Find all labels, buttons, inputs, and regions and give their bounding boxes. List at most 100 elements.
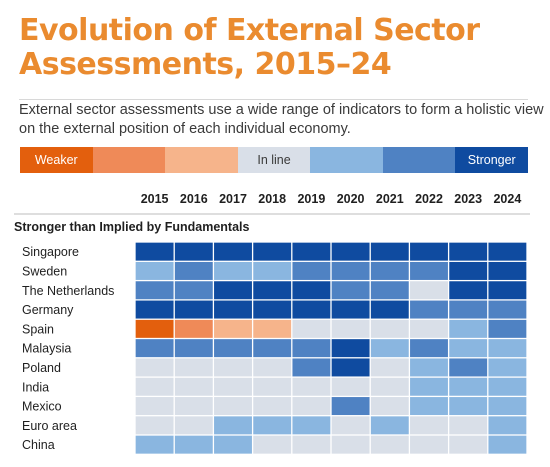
row-label-spain: Spain [22, 322, 54, 336]
heatmap-cell [449, 242, 488, 261]
row-label-sweden: Sweden [22, 264, 67, 278]
year-label-2022: 2022 [415, 192, 443, 206]
heatmap-cell [135, 339, 174, 358]
heatmap-cell [370, 319, 409, 338]
heatmap-cell [292, 377, 331, 396]
heatmap-cell [253, 435, 292, 454]
heatmap-cell [370, 339, 409, 358]
legend-swatch-4 [310, 147, 383, 173]
heatmap-cell [331, 416, 370, 435]
heatmap-cell [135, 435, 174, 454]
heatmap-cell [331, 242, 370, 261]
heatmap-cell [410, 261, 448, 280]
heatmap-cell [410, 358, 448, 377]
row-label-euro-area: Euro area [22, 419, 77, 433]
heatmap-cell [449, 377, 488, 396]
heatmap-cell [370, 242, 409, 261]
legend-swatch-0: Weaker [20, 147, 93, 173]
heatmap-cell [488, 261, 527, 280]
heatmap-cell [488, 435, 527, 454]
heatmap-cell [292, 435, 331, 454]
heatmap-cell [253, 319, 292, 338]
heatmap-cell [331, 319, 370, 338]
heatmap-cell [135, 319, 174, 338]
heatmap-cell [174, 358, 213, 377]
row-label-the-netherlands: The Netherlands [22, 284, 114, 298]
heatmap-cell [174, 242, 213, 261]
legend-swatch-5 [382, 147, 456, 173]
heatmap-cell [410, 319, 448, 338]
heatmap-cell [174, 261, 213, 280]
heatmap-cell [488, 397, 527, 416]
heatmap-cell [253, 300, 292, 319]
heatmap-cell [488, 358, 527, 377]
heatmap-cell [135, 242, 174, 261]
year-label-2016: 2016 [180, 192, 208, 206]
heatmap-cell [174, 300, 213, 319]
heatmap-cell [331, 300, 370, 319]
row-label-singapore: Singapore [22, 245, 79, 259]
year-label-2023: 2023 [454, 192, 482, 206]
heatmap-cell [331, 377, 370, 396]
heatmap-cell [449, 397, 488, 416]
heatmap-cell [488, 377, 527, 396]
heatmap-cell [488, 339, 527, 358]
year-label-2019: 2019 [297, 192, 325, 206]
heatmap-cell [174, 377, 213, 396]
heatmap-cell [449, 435, 488, 454]
heatmap-cell [449, 319, 488, 338]
heatmap-cell [370, 261, 409, 280]
heatmap-cell [370, 416, 409, 435]
heatmap-cell [135, 358, 174, 377]
heatmap-cell [488, 319, 527, 338]
heatmap-cell [214, 416, 252, 435]
title-divider [19, 99, 528, 100]
heatmap-cell [331, 339, 370, 358]
legend-swatch-6: Stronger [455, 147, 529, 173]
row-label-china: China [22, 438, 55, 452]
heatmap-cell [410, 242, 448, 261]
heatmap-cell [253, 242, 292, 261]
heatmap-cell [292, 300, 331, 319]
heatmap-cell [253, 358, 292, 377]
heatmap-cell [449, 261, 488, 280]
heatmap-cell [410, 339, 448, 358]
heatmap-cell [449, 416, 488, 435]
heatmap-cell [331, 358, 370, 377]
heatmap-cell [214, 339, 252, 358]
heatmap-cell [488, 242, 527, 261]
heatmap-cell [174, 281, 213, 300]
year-label-2021: 2021 [376, 192, 404, 206]
heatmap-cell [292, 358, 331, 377]
heatmap-cell [488, 281, 527, 300]
heatmap-cell [292, 242, 331, 261]
heatmap-cell [488, 416, 527, 435]
heatmap-cell [292, 397, 331, 416]
year-label-2018: 2018 [258, 192, 286, 206]
heatmap-cell [214, 377, 252, 396]
heatmap-cell [331, 281, 370, 300]
heatmap-cell [488, 300, 527, 319]
heatmap-cell [135, 300, 174, 319]
heatmap-cell [410, 416, 448, 435]
chart-title: Evolution of External Sector Assessments… [19, 13, 480, 82]
heatmap-cell [214, 435, 252, 454]
heatmap-cell [370, 281, 409, 300]
heatmap-cell [253, 261, 292, 280]
heatmap-cell [174, 339, 213, 358]
heatmap-cell [214, 397, 252, 416]
year-label-2017: 2017 [219, 192, 247, 206]
section-label: Stronger than Implied by Fundamentals [14, 220, 249, 234]
heatmap-cell [449, 358, 488, 377]
row-label-mexico: Mexico [22, 400, 62, 414]
heatmap-cell [370, 377, 409, 396]
heatmap-cell [410, 435, 448, 454]
row-label-poland: Poland [22, 361, 61, 375]
heatmap-cell [370, 300, 409, 319]
year-label-2015: 2015 [141, 192, 169, 206]
legend-swatch-1 [92, 147, 166, 173]
heatmap-cell [214, 281, 252, 300]
heatmap-cell [135, 261, 174, 280]
heatmap-cell [135, 416, 174, 435]
